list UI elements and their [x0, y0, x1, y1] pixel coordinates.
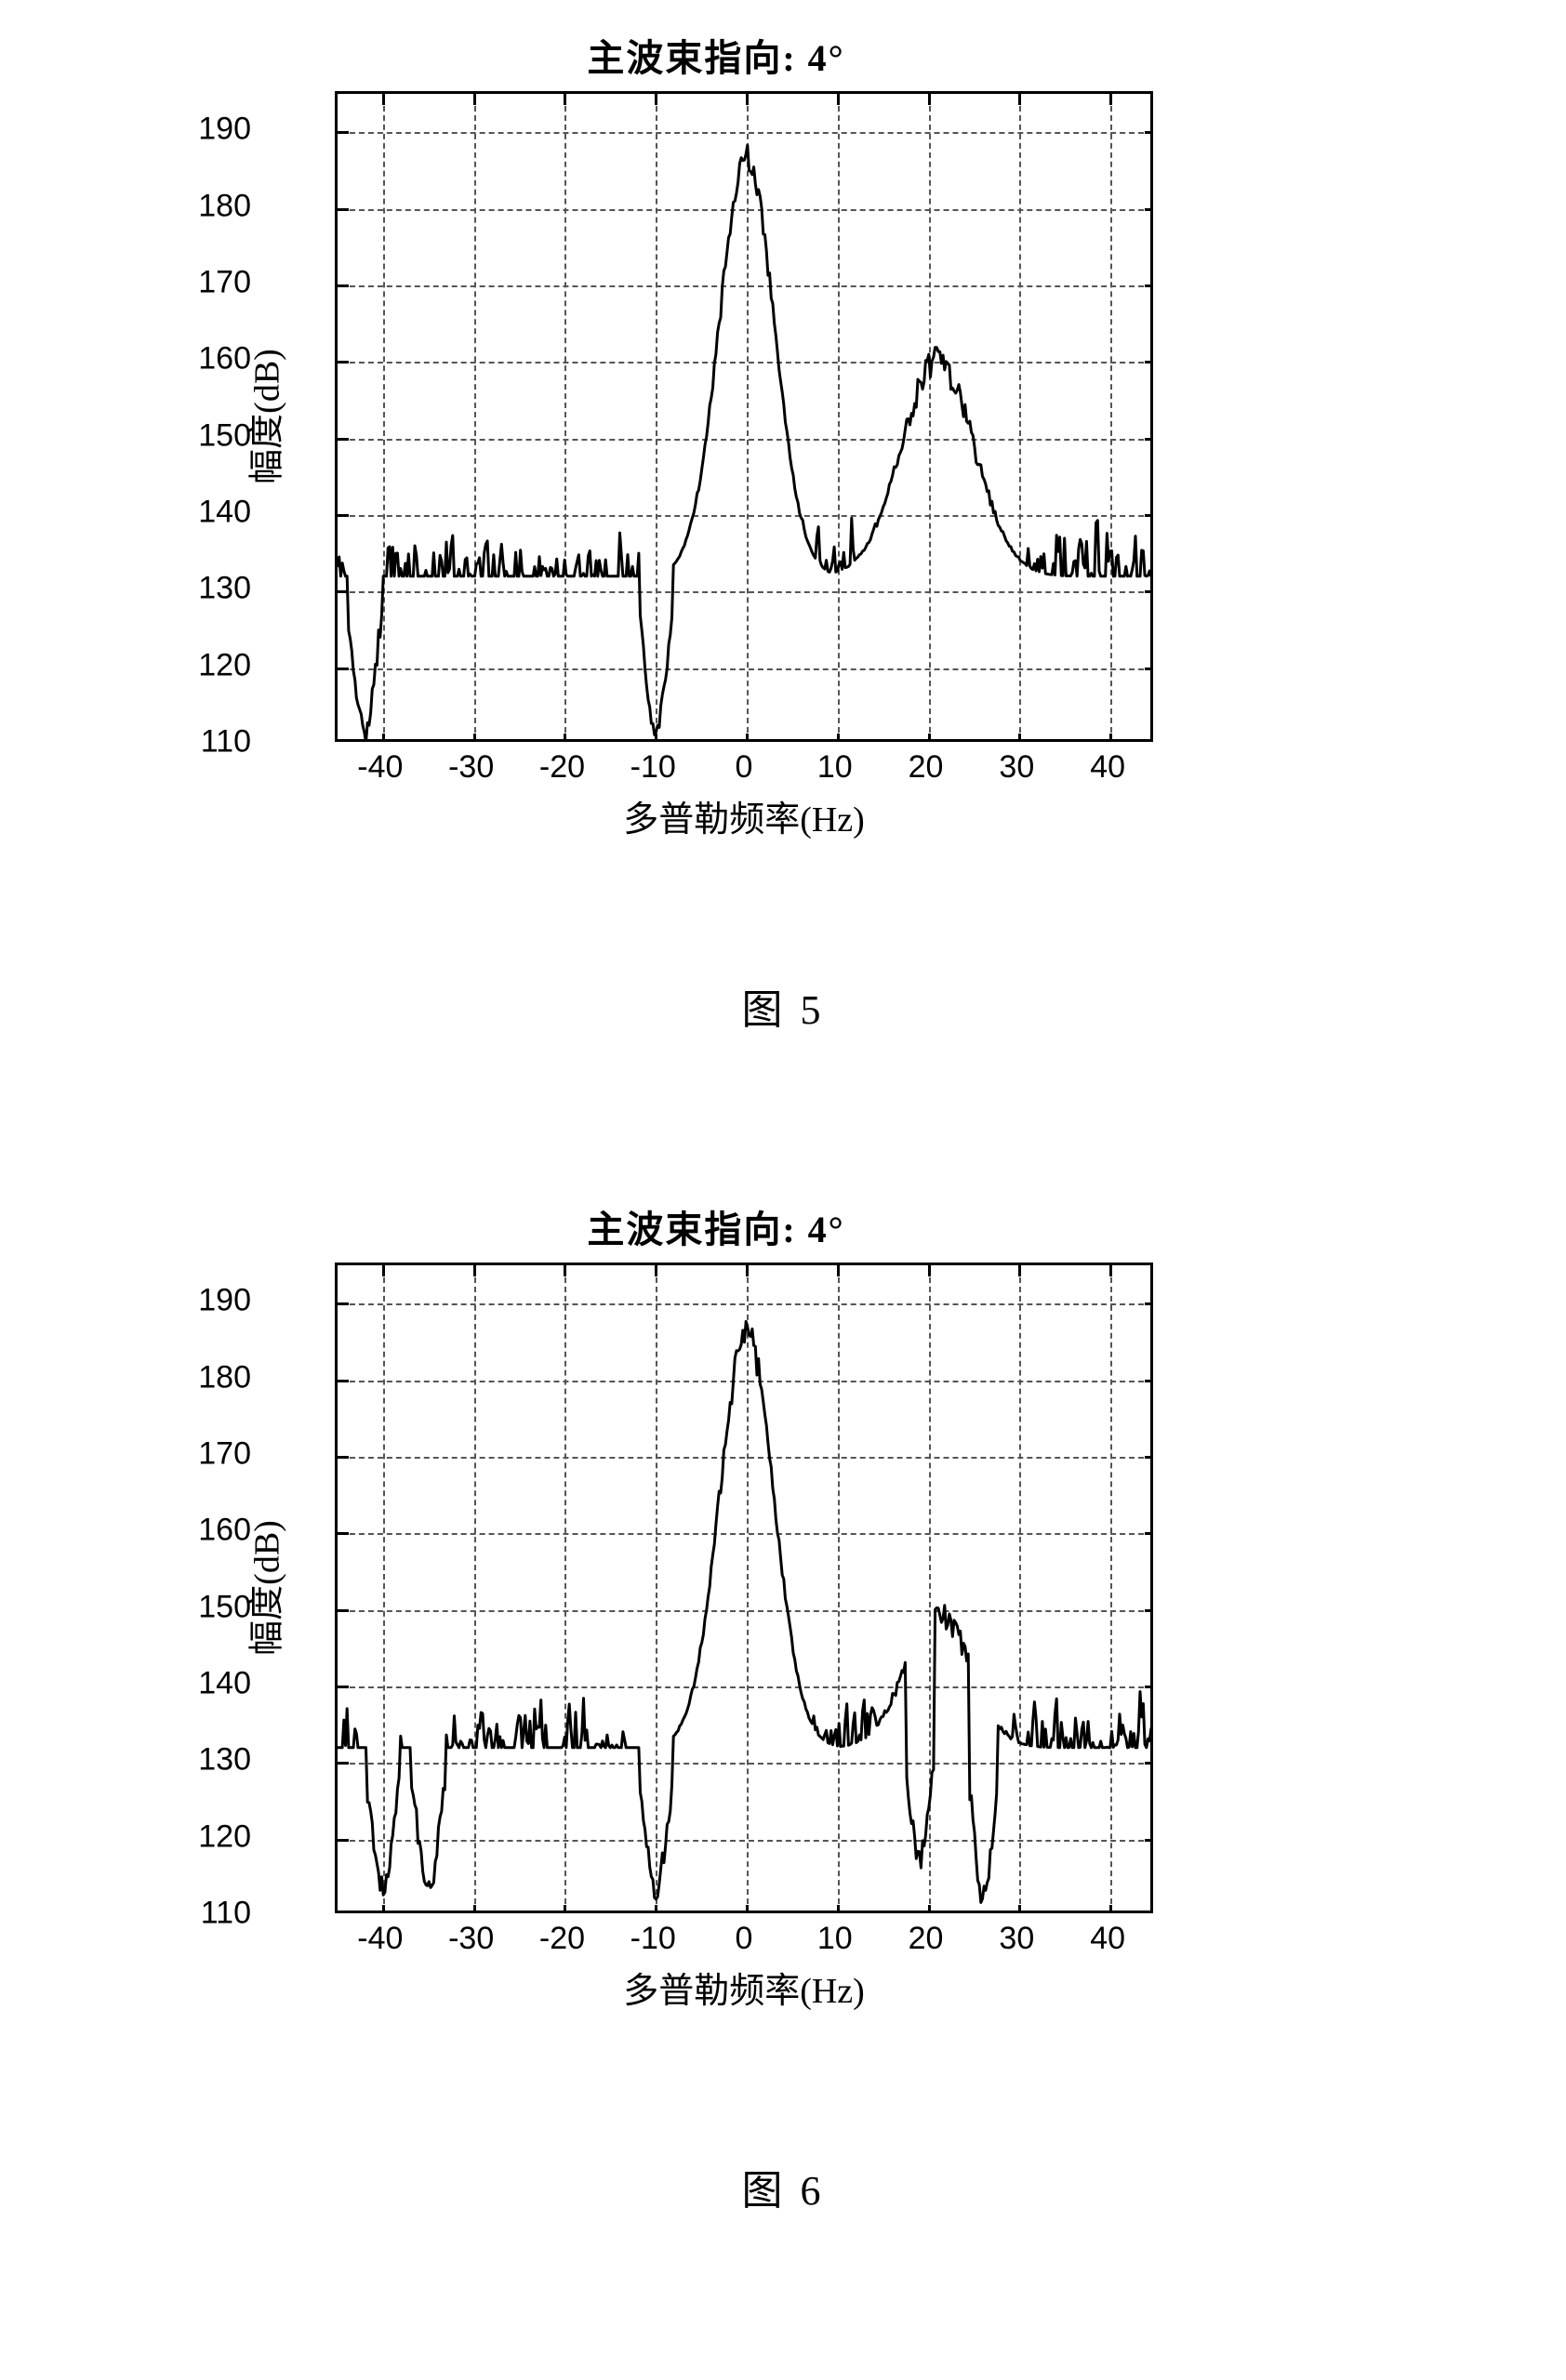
figure-caption: 图 6 — [0, 2157, 1566, 2216]
plot-area — [335, 91, 1153, 742]
x-tick: -10 — [630, 1921, 676, 1957]
figure-5: 主波束指向: 4° 幅度(dB) 11012013014015016017018… — [205, 28, 1228, 742]
x-tick: 10 — [817, 749, 853, 786]
x-tick: 0 — [736, 749, 753, 786]
y-tick: 140 — [198, 1665, 251, 1701]
y-tick: 120 — [198, 647, 251, 683]
x-tick: 30 — [999, 1921, 1034, 1957]
y-tick: 190 — [198, 1283, 251, 1319]
y-tick: 110 — [201, 724, 251, 760]
figure-caption: 图 5 — [0, 976, 1566, 1036]
y-tick: 160 — [198, 1513, 251, 1549]
chart-title: 主波束指向: 4° — [205, 1199, 1228, 1253]
x-tick: 20 — [909, 749, 944, 786]
page: 主波束指向: 4° 幅度(dB) 11012013014015016017018… — [0, 0, 1566, 2380]
x-axis-label: 多普勒频率(Hz) — [335, 1962, 1153, 2013]
y-tick: 140 — [198, 494, 251, 530]
plot-area — [335, 1263, 1153, 1913]
chart-title: 主波束指向: 4° — [205, 28, 1228, 82]
y-tick: 110 — [201, 1896, 251, 1932]
y-tick: 130 — [198, 571, 251, 607]
x-tick: -30 — [448, 1921, 494, 1957]
x-tick: -40 — [357, 1921, 403, 1957]
y-tick: 180 — [198, 1359, 251, 1395]
spectrum-line — [338, 94, 1153, 742]
x-tick: 40 — [1090, 749, 1125, 786]
x-tick: 40 — [1090, 1921, 1125, 1957]
x-tick: 0 — [736, 1921, 753, 1957]
y-tick: 190 — [198, 112, 251, 148]
x-tick: -40 — [357, 749, 403, 786]
x-tick: -20 — [539, 749, 585, 786]
y-tick: 150 — [198, 417, 251, 454]
x-tick: -20 — [539, 1921, 585, 1957]
x-tick: -30 — [448, 749, 494, 786]
x-tick: -10 — [630, 749, 676, 786]
y-tick: 120 — [198, 1818, 251, 1855]
y-tick: 170 — [198, 264, 251, 300]
x-axis-label: 多普勒频率(Hz) — [335, 790, 1153, 841]
x-tick: 20 — [909, 1921, 944, 1957]
x-tick: 10 — [817, 1921, 853, 1957]
chart-frame: 幅度(dB) 110120130140150160170180190 -40-3… — [335, 1263, 1153, 1913]
figure-6: 主波束指向: 4° 幅度(dB) 11012013014015016017018… — [205, 1199, 1228, 1913]
x-tick: 30 — [999, 749, 1034, 786]
spectrum-line — [338, 1265, 1153, 1913]
y-tick: 170 — [198, 1435, 251, 1472]
y-tick: 160 — [198, 341, 251, 377]
chart-frame: 幅度(dB) 110120130140150160170180190 -40-3… — [335, 91, 1153, 742]
y-tick: 130 — [198, 1742, 251, 1778]
y-tick: 150 — [198, 1589, 251, 1625]
y-tick: 180 — [198, 188, 251, 224]
